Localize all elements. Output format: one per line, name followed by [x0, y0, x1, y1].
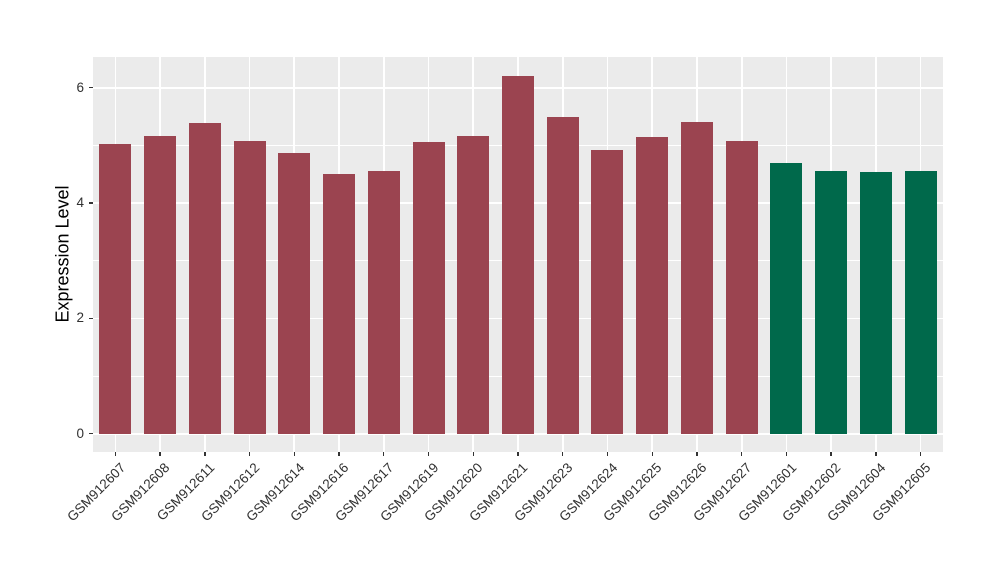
bar-GSM912627 [725, 141, 758, 434]
x-tick [696, 452, 698, 456]
x-tick [740, 452, 743, 456]
x-tick [830, 452, 832, 456]
bar-GSM912619 [412, 141, 445, 434]
y-tick-label: 0 [76, 425, 84, 441]
bar-GSM912626 [680, 121, 713, 434]
y-tick-label: 6 [76, 79, 84, 95]
bar-GSM912601 [770, 162, 803, 434]
y-tick [89, 317, 93, 320]
x-tick [919, 452, 922, 456]
y-tick [89, 202, 93, 204]
bar-GSM912625 [636, 136, 669, 434]
x-tick [159, 452, 161, 456]
bar-GSM912611 [188, 122, 221, 434]
bar-GSM912614 [278, 153, 311, 434]
y-tick-label: 2 [76, 310, 84, 326]
x-axis: GSM912607 GSM912608 GSM912611 GSM912612 GSM9… [64, 452, 943, 580]
x-tick [338, 452, 340, 456]
x-tick [383, 452, 385, 456]
bar-GSM912620 [457, 135, 490, 434]
x-tick [114, 452, 117, 456]
x-tick [517, 452, 519, 456]
bar-GSM912608 [144, 136, 177, 434]
x-tick [293, 452, 295, 456]
x-tick [562, 452, 564, 456]
bar-GSM912605 [904, 171, 937, 434]
x-tick [204, 452, 206, 456]
bar-GSM912616 [323, 173, 356, 434]
bar-GSM912612 [233, 141, 266, 434]
x-tick [427, 452, 430, 456]
x-tick [651, 452, 653, 456]
plot-panel [93, 57, 943, 452]
bar-GSM912602 [815, 171, 848, 434]
y-tick [89, 433, 93, 435]
bar-GSM912623 [546, 116, 579, 434]
y-tick [89, 86, 93, 89]
bar-GSM912621 [502, 75, 534, 434]
bar-GSM912607 [99, 144, 132, 434]
x-tick [875, 452, 877, 456]
bar-GSM912617 [367, 171, 400, 434]
x-tick [248, 452, 251, 456]
y-tick-label: 4 [76, 195, 84, 211]
x-tick [472, 452, 474, 456]
x-tick [785, 452, 788, 456]
bar-GSM912604 [859, 172, 892, 434]
bar-GSM912624 [591, 149, 624, 434]
y-axis: 0 2 4 6 [0, 57, 93, 452]
x-tick [606, 452, 609, 456]
